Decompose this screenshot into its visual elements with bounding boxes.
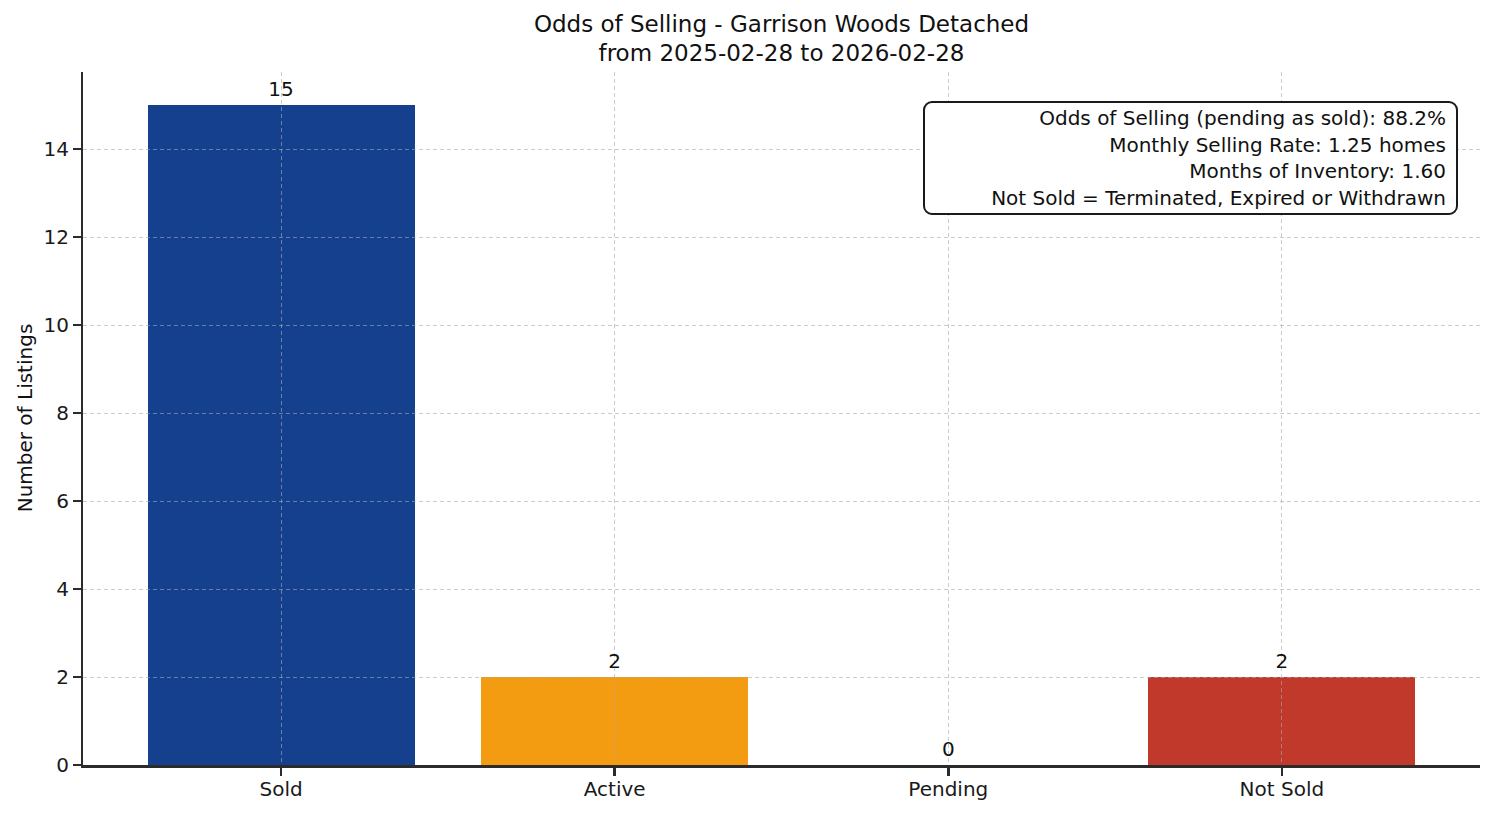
bar-value-label-not-sold: 2 xyxy=(1276,649,1289,673)
gridline-horizontal xyxy=(83,589,1480,590)
x-tick-label-not-sold: Not Sold xyxy=(1240,777,1325,801)
y-tick-label-12: 12 xyxy=(0,224,69,250)
x-tick-label-active: Active xyxy=(584,777,646,801)
annotation-line-odds: Odds of Selling (pending as sold): 88.2% xyxy=(935,105,1446,132)
chart-title: Odds of Selling - Garrison Woods Detache… xyxy=(83,10,1480,67)
y-tick-label-2: 2 xyxy=(0,664,69,690)
x-tick-pending xyxy=(947,768,950,777)
plot-area: Odds of Selling (pending as sold): 88.2%… xyxy=(83,72,1480,765)
chart-title-line2: from 2025-02-28 to 2026-02-28 xyxy=(83,39,1480,68)
y-tick-2 xyxy=(73,676,81,678)
y-tick-4 xyxy=(73,588,81,590)
bar-value-label-sold: 15 xyxy=(268,77,293,101)
x-axis-spine xyxy=(81,765,1481,768)
gridline-horizontal xyxy=(83,501,1480,502)
y-tick-6 xyxy=(73,500,81,502)
y-tick-label-8: 8 xyxy=(0,400,69,426)
bar-value-label-active: 2 xyxy=(608,649,621,673)
bar-value-label-pending: 0 xyxy=(942,737,955,761)
x-tick-label-pending: Pending xyxy=(908,777,988,801)
chart-figure: Odds of Selling - Garrison Woods Detache… xyxy=(0,0,1494,816)
annotation-line-notsold: Not Sold = Terminated, Expired or Withdr… xyxy=(935,185,1446,212)
y-tick-label-0: 0 xyxy=(0,752,69,778)
gridline-horizontal xyxy=(83,237,1480,238)
y-tick-label-6: 6 xyxy=(0,488,69,514)
y-tick-label-4: 4 xyxy=(0,576,69,602)
y-axis-spine xyxy=(81,72,84,768)
chart-title-line1: Odds of Selling - Garrison Woods Detache… xyxy=(83,10,1480,39)
y-tick-label-10: 10 xyxy=(0,312,69,338)
gridline-vertical xyxy=(281,72,282,765)
annotation-line-rate: Monthly Selling Rate: 1.25 homes xyxy=(935,132,1446,159)
x-tick-not-sold xyxy=(1281,768,1284,777)
annotation-line-inventory: Months of Inventory: 1.60 xyxy=(935,158,1446,185)
y-tick-12 xyxy=(73,236,81,238)
gridline-horizontal xyxy=(83,325,1480,326)
y-tick-0 xyxy=(73,764,81,766)
y-tick-14 xyxy=(73,148,81,150)
gridline-horizontal xyxy=(83,413,1480,414)
x-tick-sold xyxy=(280,768,283,777)
y-tick-10 xyxy=(73,324,81,326)
gridline-horizontal xyxy=(83,677,1480,678)
x-tick-active xyxy=(613,768,616,777)
x-tick-label-sold: Sold xyxy=(259,777,302,801)
y-tick-8 xyxy=(73,412,81,414)
y-tick-label-14: 14 xyxy=(0,136,69,162)
annotation-box: Odds of Selling (pending as sold): 88.2%… xyxy=(923,101,1458,215)
